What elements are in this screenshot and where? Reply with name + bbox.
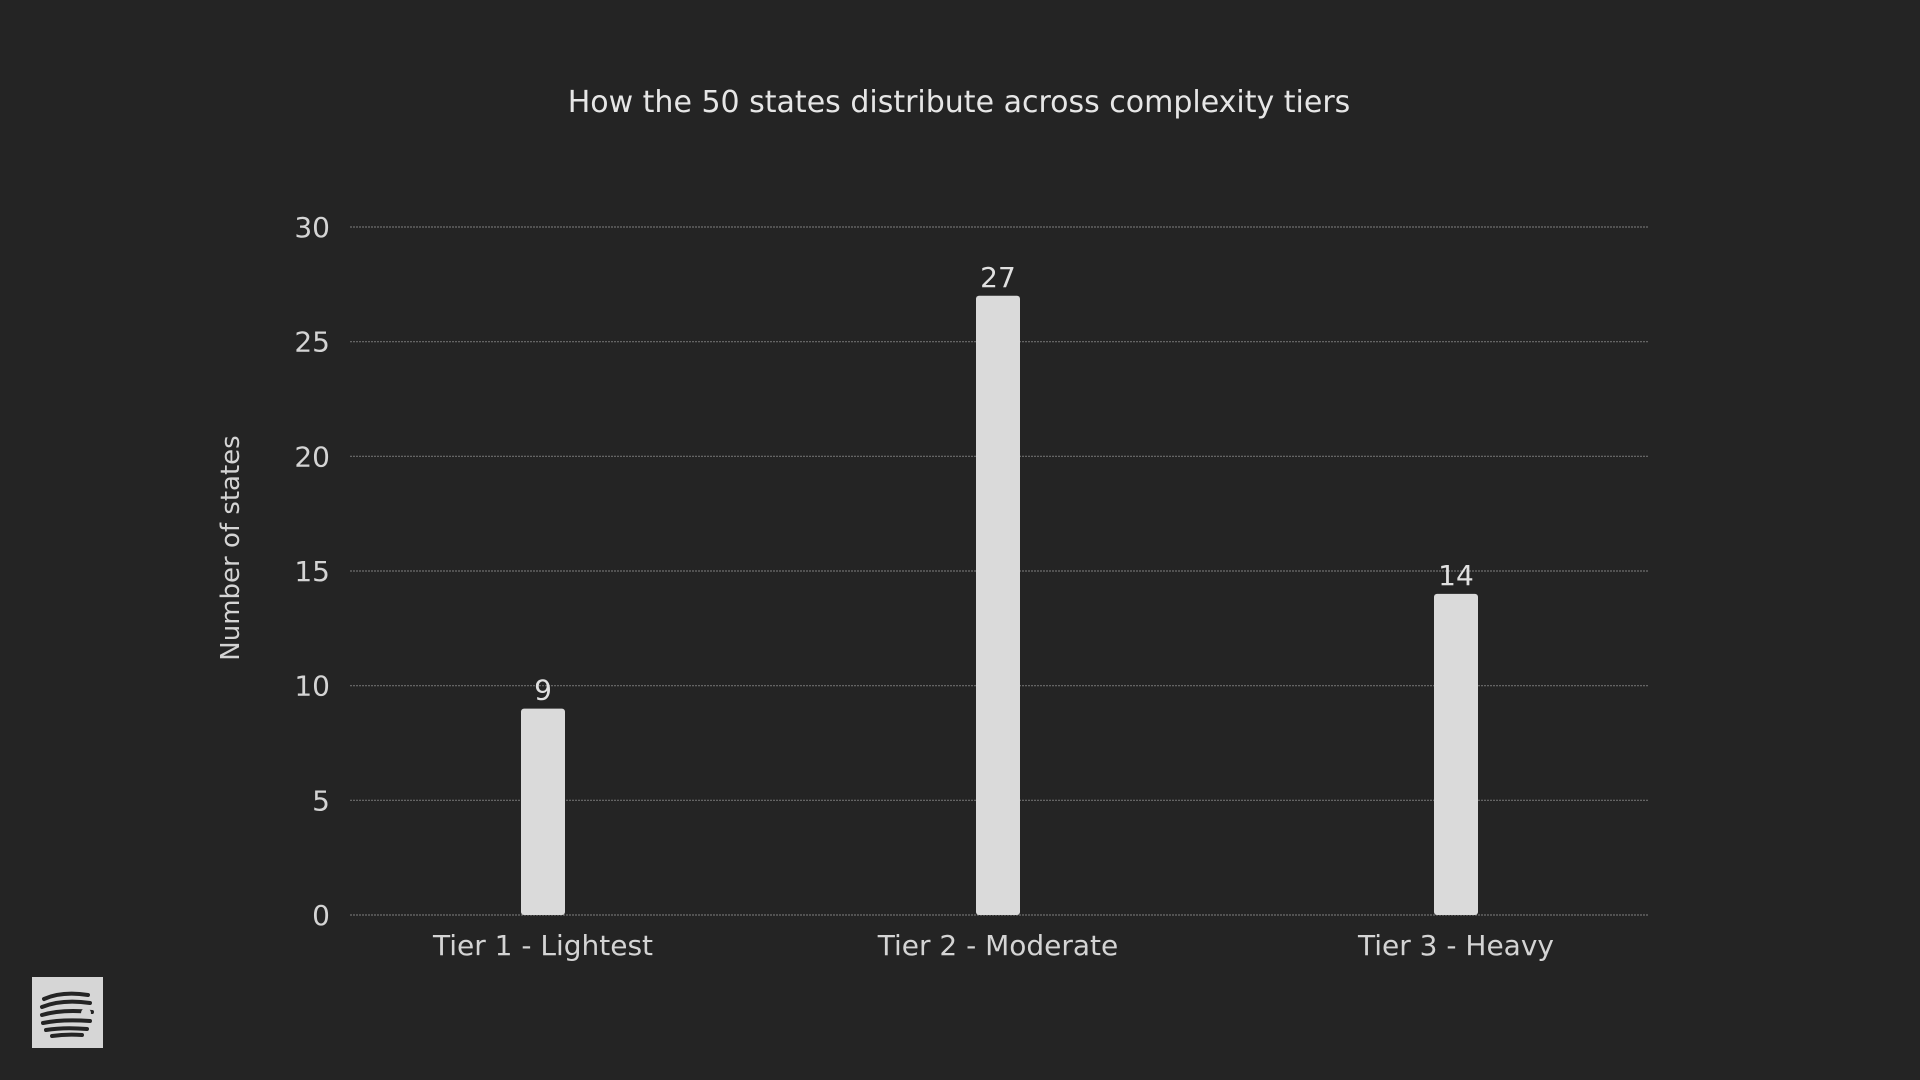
data-label: 9 <box>534 674 552 707</box>
x-tick-label: Tier 3 - Heavy <box>1357 929 1554 962</box>
y-tick-label: 20 <box>294 440 330 473</box>
bars <box>521 295 1478 915</box>
y-tick-label: 10 <box>294 670 330 703</box>
bar <box>521 708 565 915</box>
y-axis-ticks: 0 5 10 15 20 25 30 <box>294 211 330 932</box>
y-tick-label: 0 <box>312 899 330 932</box>
y-axis-label: Number of states <box>216 435 246 660</box>
y-tick-label: 5 <box>312 784 330 817</box>
bar <box>976 295 1020 915</box>
chart-title: How the 50 states distribute across comp… <box>568 85 1351 120</box>
data-label: 27 <box>980 261 1016 294</box>
y-tick-label: 30 <box>294 211 330 244</box>
y-tick-label: 25 <box>294 326 330 359</box>
data-label: 14 <box>1438 559 1474 592</box>
radiating-lines-logo-icon <box>32 977 103 1048</box>
x-axis-ticks: Tier 1 - Lightest Tier 2 - Moderate Tier 3… <box>432 929 1554 962</box>
data-labels: 9 27 14 <box>534 261 1474 707</box>
y-tick-label: 15 <box>294 555 330 588</box>
x-tick-label: Tier 1 - Lightest <box>432 929 653 962</box>
x-tick-label: Tier 2 - Moderate <box>877 929 1119 962</box>
bar <box>1434 593 1478 915</box>
